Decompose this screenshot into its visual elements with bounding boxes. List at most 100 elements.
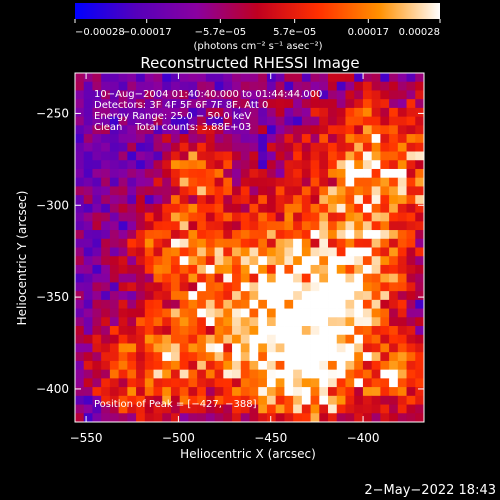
heatmap-cell — [197, 160, 207, 170]
heatmap-cell — [336, 99, 346, 109]
heatmap-cell — [240, 299, 250, 309]
heatmap-cell — [75, 99, 85, 109]
heatmap-cell — [275, 352, 285, 362]
heatmap-cell — [310, 369, 320, 379]
heatmap-cell — [415, 160, 425, 170]
heatmap-cell — [136, 308, 146, 318]
heatmap-cell — [301, 352, 311, 362]
heatmap-cell — [249, 299, 259, 309]
heatmap-cell — [127, 221, 137, 231]
heatmap-cell — [118, 168, 128, 179]
heatmap-cell — [310, 378, 320, 388]
heatmap-cell — [258, 334, 268, 344]
heatmap-cell — [328, 186, 338, 196]
heatmap-cell — [301, 282, 311, 292]
heatmap-cell — [214, 378, 224, 388]
heatmap-cell — [275, 334, 285, 344]
colorbar: −0.00028−0.00017 −5.7e−05 5.7e−05 0.00017 0.… — [74, 3, 441, 52]
heatmap-cell — [170, 360, 181, 371]
heatmap-cell — [284, 247, 294, 257]
heatmap-cell — [83, 212, 93, 222]
heatmap-cell — [389, 317, 399, 327]
heatmap-cell — [109, 125, 120, 135]
heatmap-cell — [275, 177, 285, 187]
heatmap-cell — [284, 352, 294, 362]
heatmap-cell — [92, 326, 102, 336]
heatmap-cell — [188, 99, 198, 109]
heatmap-cell — [345, 343, 355, 353]
heatmap-cell — [109, 230, 120, 240]
heatmap-cell — [170, 99, 181, 109]
heatmap-cell — [205, 90, 216, 100]
heatmap-cell — [310, 125, 320, 135]
heatmap-cell — [240, 168, 250, 179]
heatmap-cell — [109, 160, 120, 170]
heatmap-cell — [284, 334, 294, 344]
heatmap-cell — [293, 334, 303, 344]
heatmap-cell — [284, 282, 294, 292]
heatmap-cell — [127, 299, 137, 309]
heatmap-cell — [345, 238, 355, 248]
heatmap-cell — [345, 291, 355, 301]
heatmap-cell — [266, 160, 277, 170]
heatmap-cell — [266, 395, 277, 405]
heatmap-cell — [389, 142, 399, 152]
heatmap-cell — [371, 116, 381, 126]
heatmap-cell — [389, 168, 399, 179]
heatmap-cell — [328, 177, 338, 187]
heatmap-cell — [223, 247, 233, 257]
heatmap-cell — [397, 395, 407, 405]
heatmap-cell — [153, 360, 163, 371]
heatmap-cell — [136, 256, 146, 266]
heatmap-cell — [118, 142, 128, 152]
heatmap-cell — [188, 247, 198, 257]
heatmap-cell — [162, 195, 172, 205]
heatmap-cell — [354, 134, 364, 144]
heatmap-cell — [293, 247, 303, 257]
heatmap-cell — [170, 413, 181, 423]
heatmap-cell — [240, 203, 250, 214]
heatmap-cell — [92, 291, 102, 301]
heatmap-cell — [232, 151, 242, 161]
heatmap-cell — [362, 134, 373, 144]
heatmap-cell — [240, 116, 250, 126]
heatmap-cell — [301, 413, 311, 423]
peak-position-label: Position of Peak = [−427, −388] — [94, 399, 257, 410]
heatmap-cell — [406, 378, 416, 388]
heatmap-cell — [170, 212, 181, 222]
heatmap-cell — [197, 369, 207, 379]
heatmap-cell — [258, 343, 268, 353]
heatmap-cell — [406, 186, 416, 196]
heatmap-cell — [293, 343, 303, 353]
heatmap-cell — [232, 195, 242, 205]
heatmap-cell — [371, 369, 381, 379]
heatmap-cell — [75, 151, 85, 161]
heatmap-cell — [389, 264, 399, 275]
heatmap-cell — [406, 73, 416, 83]
heatmap-cell — [136, 413, 146, 423]
heatmap-cell — [362, 186, 373, 196]
heatmap-cell — [232, 186, 242, 196]
heatmap-cell — [179, 369, 189, 379]
heatmap-cell — [275, 238, 285, 248]
heatmap-cell — [371, 360, 381, 371]
heatmap-cell — [179, 308, 189, 318]
heatmap-cell — [336, 212, 346, 222]
heatmap-cell — [397, 151, 407, 161]
heatmap-cell — [284, 273, 294, 283]
heatmap-cell — [179, 326, 189, 336]
heatmap-cell — [266, 404, 277, 414]
heatmap-cell — [197, 404, 207, 414]
heatmap-cell — [284, 160, 294, 170]
heatmap-cell — [109, 142, 120, 152]
heatmap-cell — [223, 107, 233, 118]
heatmap-cell — [179, 360, 189, 371]
heatmap-cell — [127, 326, 137, 336]
heatmap-cell — [249, 168, 259, 179]
heatmap-cell — [406, 134, 416, 144]
heatmap-cell — [197, 238, 207, 248]
heatmap-cell — [275, 247, 285, 257]
heatmap-cell — [127, 151, 137, 161]
heatmap-cell — [415, 134, 425, 144]
heatmap-cell — [118, 282, 128, 292]
